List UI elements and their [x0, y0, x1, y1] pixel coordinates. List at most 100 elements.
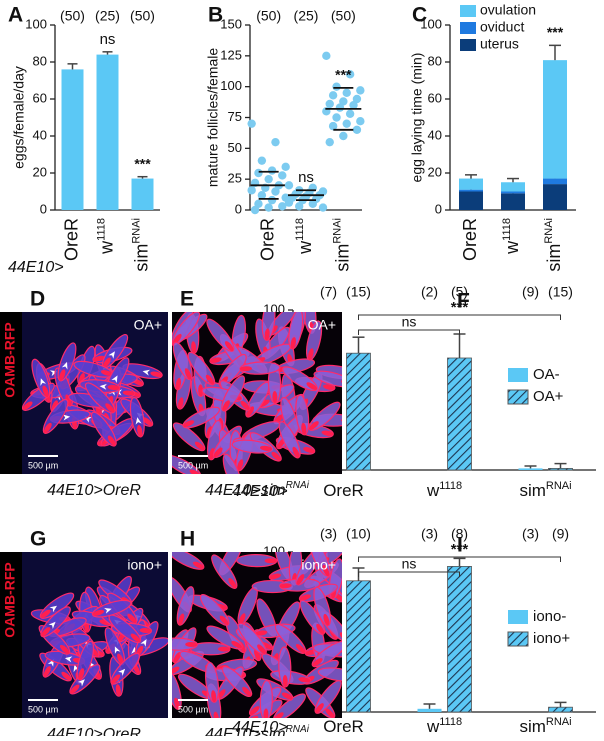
stain-band [0, 552, 22, 718]
follicle-stalk [272, 391, 278, 404]
category-superscript: RNAi [331, 218, 343, 244]
category-name: sim [131, 244, 151, 272]
category-label: w1118 [95, 218, 116, 255]
legend-label: uterus [480, 36, 519, 52]
n-label: (3) [320, 526, 337, 542]
n-label: (7) [320, 284, 337, 300]
follicle-stalk [323, 384, 335, 390]
y-tick-label: 80 [33, 53, 47, 68]
scale-bar-label: 500 µm [28, 704, 58, 714]
n-label: (3) [522, 526, 539, 542]
panel-letter: I [457, 534, 463, 557]
follicle-stalk [306, 382, 317, 390]
y-tick-label: 0 [40, 201, 47, 216]
follicle-stalk [102, 357, 111, 368]
legend-swatch [508, 368, 528, 382]
follicle-stalk [307, 348, 314, 360]
follicle-stalk [40, 609, 51, 618]
follicle-stalk [255, 630, 268, 636]
category-superscript: RNAi [543, 218, 555, 244]
data-point [254, 168, 263, 178]
follicle-stalk [323, 613, 330, 626]
follicle-stalk [263, 708, 269, 718]
y-tick-label: 40 [33, 127, 47, 142]
category-label: OreR [257, 218, 277, 261]
follicle-stalk [92, 609, 105, 616]
category-name: w [96, 240, 116, 255]
follicle-stalk [274, 414, 284, 424]
data-point [342, 119, 351, 128]
follicle-stalk [238, 613, 246, 625]
follicle-stalk [194, 441, 205, 451]
data-point [295, 202, 304, 211]
follicle-stalk [115, 684, 121, 697]
follicle-stalk [246, 406, 255, 417]
category-label: w1118 [294, 218, 315, 255]
data-point [281, 162, 290, 172]
follicle [236, 554, 278, 568]
y-tick-label: 60 [33, 90, 47, 105]
follicle-stalk [122, 390, 135, 396]
data-point [356, 117, 365, 126]
n-label: (50) [331, 8, 356, 24]
category-label: OreR [323, 481, 364, 500]
follicle-stalk [93, 355, 105, 362]
follicle-stalk [298, 677, 311, 683]
category-label: w1118 [426, 716, 462, 736]
follicle-stalk [322, 564, 330, 577]
y-tick-label: 25 [228, 171, 242, 186]
category-superscript: 1118 [95, 218, 107, 241]
data-point [254, 199, 263, 209]
bar [346, 580, 371, 713]
data-point [264, 203, 273, 212]
data-point [339, 97, 348, 106]
follicle-stalk [209, 447, 215, 460]
category-name: w [426, 717, 440, 736]
category-label: simRNAi [130, 218, 151, 272]
comparison-bracket [358, 556, 561, 562]
category-superscript: 1118 [439, 716, 462, 728]
n-label: (10) [346, 526, 371, 542]
data-point [267, 195, 277, 205]
treatment-label: OA+ [134, 317, 162, 333]
follicle-stalk [295, 644, 306, 654]
category-label: OreR [323, 717, 364, 736]
legend-label: iono+ [533, 630, 570, 647]
image-caption: 44E10>OreR [47, 726, 141, 736]
data-point [339, 131, 348, 141]
bar [548, 706, 573, 713]
follicle-stalk [70, 684, 80, 694]
n-label: (25) [294, 8, 319, 24]
follicle-stalk [281, 692, 293, 700]
follicle [278, 646, 292, 688]
follicle-stalk [137, 425, 143, 437]
data-point [267, 166, 277, 175]
category-label: simRNAi [519, 716, 571, 736]
caption-text: 44E10>sim [205, 482, 286, 499]
data-point [345, 70, 355, 79]
data-point [271, 187, 280, 196]
follicle-stalk [198, 384, 204, 397]
data-point [308, 199, 317, 209]
data-point [349, 100, 358, 110]
panel-letter: C [412, 4, 427, 27]
y-tick-label: 0 [435, 201, 442, 216]
scale-bar-label: 500 µm [178, 704, 208, 714]
follicle-stalk [61, 671, 72, 681]
n-label: (9) [552, 526, 569, 542]
n-label: (8) [451, 526, 468, 542]
n-label: (15) [548, 284, 573, 300]
follicle-stalk [213, 711, 219, 718]
follicle-stalk [142, 417, 153, 426]
panel-letter: F [457, 290, 470, 313]
follicle-stalk [41, 627, 51, 637]
comparison-bracket [358, 329, 460, 335]
follicle-stalk [249, 706, 260, 715]
legend-label: OA- [533, 366, 560, 383]
category-name: w [426, 481, 440, 500]
n-label: (9) [522, 284, 539, 300]
bar [447, 357, 472, 471]
category-name: OreR [323, 481, 364, 500]
bar-segment [459, 178, 483, 190]
follicle-stalk [279, 583, 292, 589]
